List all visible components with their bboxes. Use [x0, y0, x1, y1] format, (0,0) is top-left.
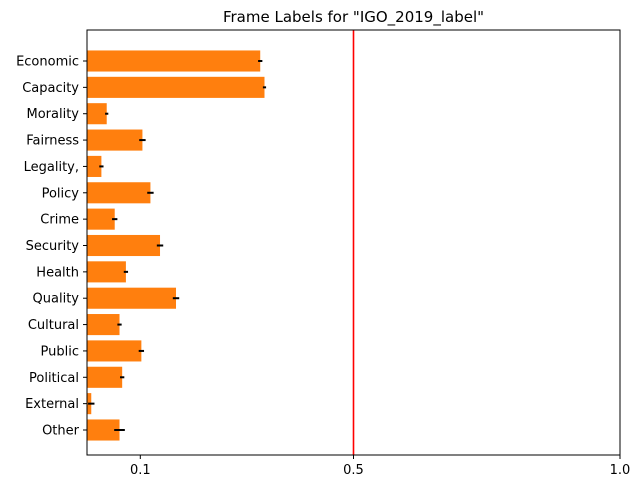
bar: [87, 314, 120, 336]
bar: [87, 234, 161, 257]
y-tick-label: Legality,: [24, 160, 79, 175]
bar: [87, 287, 177, 309]
y-tick-label: Crime: [40, 213, 79, 228]
y-tick-label: Economic: [16, 55, 79, 70]
y-tick-label: Quality: [33, 292, 80, 307]
bar: [87, 50, 261, 72]
bar: [87, 208, 115, 230]
y-tick-label: External: [25, 397, 79, 412]
y-tick-label: Political: [29, 371, 79, 386]
bar: [87, 76, 265, 98]
bar: [87, 155, 102, 177]
y-tick-label: Capacity: [22, 81, 79, 96]
bar: [87, 366, 123, 388]
bar: [87, 182, 151, 204]
y-tick-label: Cultural: [28, 318, 79, 333]
y-tick-label: Other: [42, 424, 80, 439]
y-tick-label: Health: [36, 265, 79, 280]
y-tick-label: Morality: [27, 107, 80, 122]
bar: [87, 103, 107, 125]
x-tick-label: 0.5: [343, 463, 364, 478]
bar: [87, 129, 143, 151]
y-tick-label: Fairness: [26, 134, 79, 149]
axes-layer: Economic Capacity Morality Fairness Legality…: [16, 29, 631, 478]
chart-title: Frame Labels for "IGO_2019_label": [223, 8, 484, 27]
y-tick-label: Public: [41, 344, 79, 359]
bar: [87, 419, 120, 441]
bar: [87, 261, 126, 283]
y-tick-label: Security: [26, 239, 80, 254]
x-tick-label: 1.0: [610, 463, 631, 478]
bars-layer: [87, 30, 355, 455]
y-tick-label: Policy: [42, 186, 80, 201]
bar: [87, 340, 142, 362]
x-tick-label: 0.1: [130, 463, 151, 478]
